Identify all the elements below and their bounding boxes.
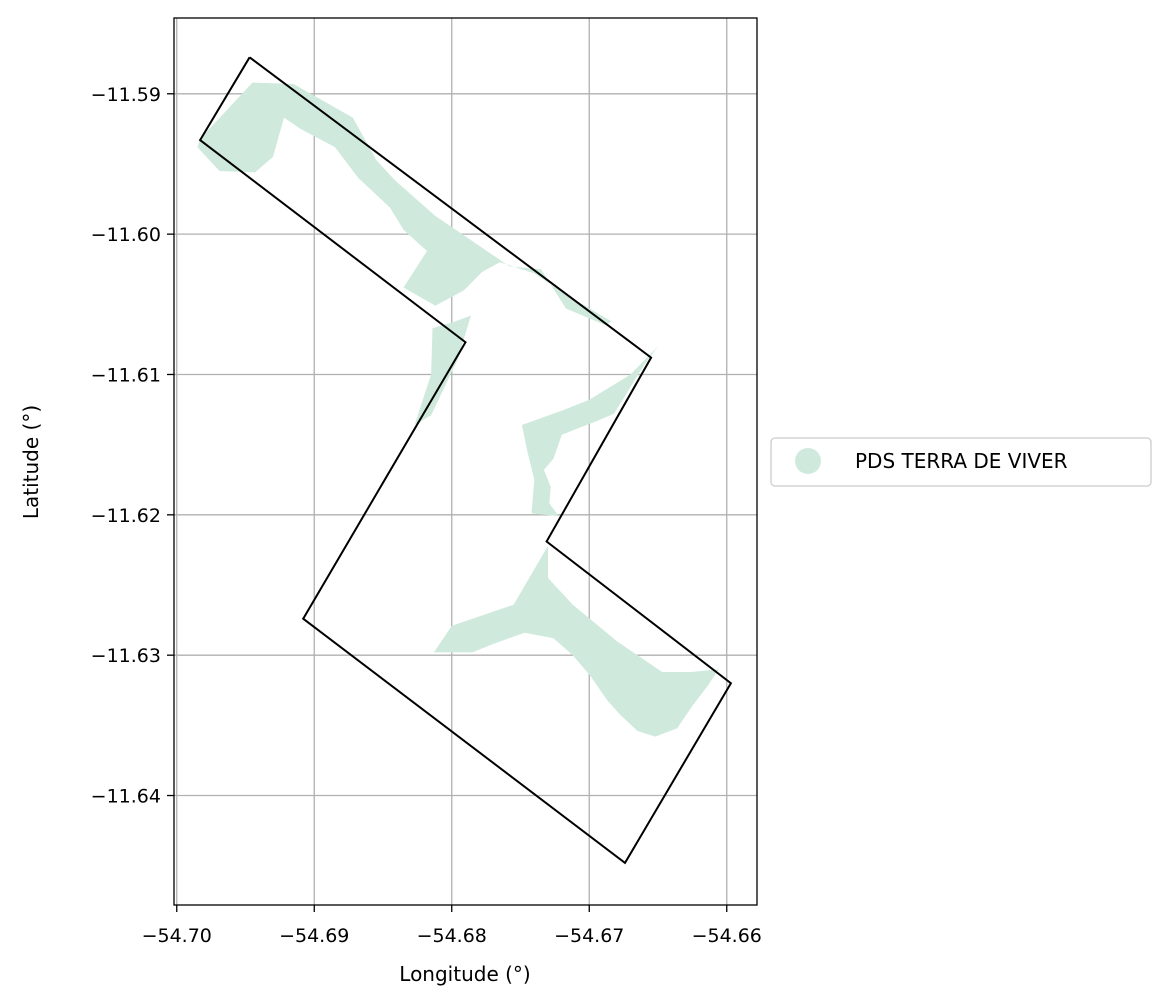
legend: PDS TERRA DE VIVER: [770, 437, 1152, 487]
x-tick-label-2: −54.68: [417, 925, 487, 947]
y-tick-label-1: −11.60: [91, 224, 161, 246]
region-polygon-0: [197, 82, 612, 326]
legend-marker: [795, 448, 821, 474]
x-tick-label-4: −54.66: [692, 925, 762, 947]
x-tick-label-0: −54.70: [142, 925, 212, 947]
y-axis-label: Latitude (°): [19, 405, 43, 519]
legend-box: [770, 437, 1152, 487]
y-tick-label-4: −11.63: [91, 645, 161, 667]
x-tick-label-3: −54.67: [554, 925, 624, 947]
x-axis-label: Longitude (°): [399, 962, 530, 986]
region-polygon-2: [521, 346, 658, 517]
boundary-layer: [198, 56, 733, 865]
y-tick-label-0: −11.59: [91, 84, 161, 106]
tick-marks: −54.70 −54.69 −54.68 −54.67 −54.66 −11.59 −11.…: [91, 84, 762, 947]
region-polygon-1: [414, 315, 471, 425]
y-tick-label-5: −11.64: [91, 786, 161, 808]
y-tick-label-2: −11.61: [91, 364, 161, 386]
legend-entry-label: PDS TERRA DE VIVER: [855, 449, 1068, 473]
boundary-polygon: [198, 56, 733, 865]
settlement-regions: [197, 82, 719, 737]
axes-frame: [173, 17, 758, 906]
region-polygon-3: [433, 545, 719, 737]
x-tick-label-1: −54.69: [279, 925, 349, 947]
y-tick-label-3: −11.62: [91, 505, 161, 527]
